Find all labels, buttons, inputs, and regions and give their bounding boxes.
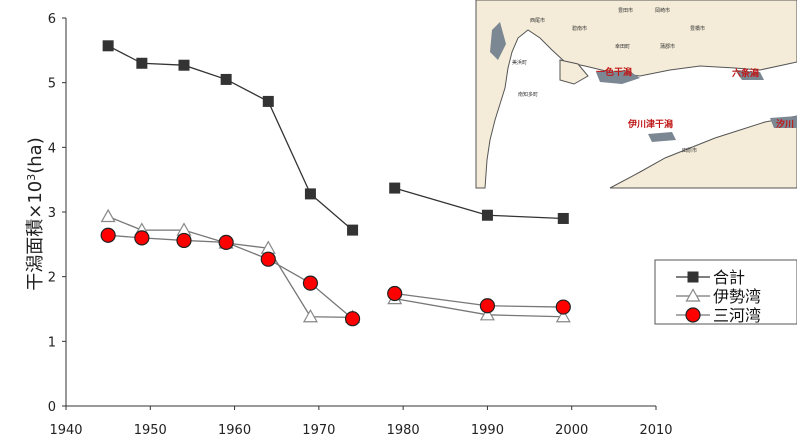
- legend-marker: [687, 271, 699, 283]
- map-town-label: 美浜町: [512, 59, 527, 66]
- map-label-ikawazu: 伊川津干潟: [627, 118, 673, 130]
- map-land-south-peninsula: [609, 115, 797, 189]
- series-point: [555, 299, 571, 315]
- y-ticks: 0 1 2 3 4 5 6: [48, 12, 66, 415]
- series-point: [557, 212, 569, 224]
- map-flat-west: [490, 22, 506, 60]
- series-point: [555, 309, 571, 323]
- series-point: [481, 209, 493, 221]
- series-point: [344, 311, 361, 327]
- series-0: [102, 40, 569, 236]
- map-town-label: 碧南市: [572, 25, 587, 32]
- y-axis-label-superscript: 3: [25, 174, 38, 181]
- series-point: [387, 285, 403, 302]
- map-label-shiokawa: 汐川: [776, 118, 794, 130]
- x-tick-label: 1970: [302, 423, 335, 438]
- series-point: [260, 251, 276, 267]
- map-flat-rokujo: [735, 70, 764, 80]
- x-tick-label: 1980: [387, 423, 420, 438]
- y-axis-label-main: 干潟面積×10: [25, 181, 46, 291]
- series-point: [218, 234, 234, 250]
- y-tick-label: 4: [48, 141, 56, 156]
- x-tick-label: 2010: [639, 423, 672, 438]
- legend-label: 伊勢湾: [713, 287, 761, 306]
- map-town-label: 豊田市: [618, 7, 633, 14]
- series-point: [136, 57, 148, 69]
- map-flat-isshiki: [596, 70, 640, 84]
- series-2: [100, 227, 571, 327]
- y-tick-label: 2: [48, 271, 56, 286]
- map-town-label: 幸田町: [615, 44, 630, 50]
- series-point: [262, 95, 274, 107]
- series-point: [220, 73, 232, 85]
- legend-label: 合計: [713, 268, 745, 287]
- x-tick-label: 1990: [471, 423, 504, 438]
- series-point: [304, 188, 316, 200]
- map-headland: [559, 59, 589, 85]
- map-label-rokujo: 六条潟: [732, 67, 759, 79]
- y-tick-label: 0: [48, 400, 56, 415]
- series-point: [134, 230, 150, 246]
- series-line: [107, 45, 353, 231]
- map-flat-shiokawa: [770, 116, 797, 128]
- legend-box: [654, 259, 797, 325]
- legend-marker: [685, 307, 701, 323]
- x-tick-label: 1940: [49, 423, 82, 438]
- y-axis-label-unit: (ha): [25, 137, 46, 173]
- series-point: [347, 224, 359, 236]
- series-line: [394, 292, 564, 308]
- x-tick-label: 1960: [218, 423, 251, 438]
- x-tick-label: 1950: [134, 423, 167, 438]
- map-land-north: [475, 0, 797, 189]
- series-layer: [100, 40, 571, 327]
- y-tick-label: 5: [48, 77, 56, 92]
- map-town-label: 南知多町: [518, 91, 538, 98]
- map-flat-ikawazu: [648, 132, 676, 142]
- legend-label: 三河湾: [713, 306, 761, 325]
- y-tick-label: 3: [48, 206, 56, 221]
- y-axis-label: 干潟面積×103(ha): [25, 137, 47, 290]
- series-point: [479, 307, 495, 321]
- series-line: [394, 187, 564, 220]
- map-town-label: 田原市: [682, 147, 697, 154]
- series-point: [302, 309, 318, 323]
- series-line: [394, 298, 564, 318]
- legend-marker: [685, 288, 701, 302]
- map-town-label: 蒲郡市: [660, 43, 675, 50]
- series-point: [389, 182, 401, 194]
- series-point: [302, 275, 319, 291]
- series-point: [178, 59, 190, 71]
- map-inset: 西尾市 碧南市 豊田市 岡崎市 豊橋市 田原市 蒲郡市 幸田町 美浜町 南知多町…: [475, 0, 797, 189]
- map-town-label: 西尾市: [530, 17, 545, 24]
- map-town-label: 豊橋市: [690, 25, 705, 32]
- series-point: [100, 208, 116, 223]
- series-point: [176, 232, 192, 249]
- series-point: [100, 227, 116, 243]
- y-tick-label: 6: [48, 12, 56, 27]
- series-point: [479, 298, 496, 314]
- map-label-isshiki: 一色干潟: [596, 66, 632, 78]
- map-town-label: 岡崎市: [655, 7, 670, 14]
- x-ticks: 1940 1950 1960 1970 1980 1990 2000 2010: [49, 406, 673, 438]
- y-tick-label: 1: [48, 335, 56, 350]
- series-point: [102, 40, 114, 52]
- x-tick-label: 2000: [555, 423, 588, 438]
